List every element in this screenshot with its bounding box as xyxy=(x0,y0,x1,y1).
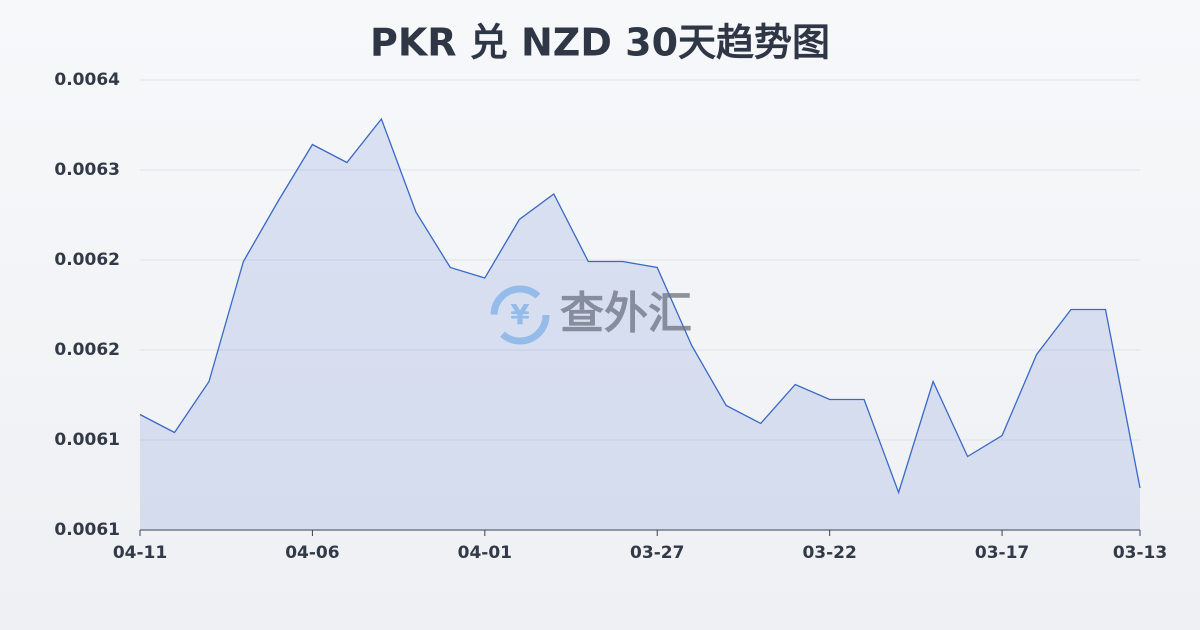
y-tick-label: 0.0062 xyxy=(54,340,120,360)
x-tick-label: 04-11 xyxy=(113,543,167,563)
x-tick-label: 03-17 xyxy=(975,543,1029,563)
y-tick-label: 0.0064 xyxy=(54,70,120,90)
y-tick-label: 0.0063 xyxy=(54,160,120,180)
chart-title: PKR 兑 NZD 30天趋势图 xyxy=(370,21,830,65)
x-tick-label: 03-27 xyxy=(630,543,684,563)
watermark-icon xyxy=(490,285,550,345)
y-tick-label: 0.0061 xyxy=(54,430,120,450)
watermark: ¥ 查外汇 xyxy=(490,285,692,345)
y-tick-label: 0.0061 xyxy=(54,520,120,540)
x-tick-label: 03-22 xyxy=(802,543,856,563)
watermark-text: 查外汇 xyxy=(560,288,692,339)
x-tick-label: 04-06 xyxy=(285,543,339,563)
y-tick-label: 0.0062 xyxy=(54,250,120,270)
area xyxy=(140,119,1140,530)
x-tick-label: 04-01 xyxy=(458,543,512,563)
x-tick-label: 03-13 xyxy=(1113,543,1167,563)
watermark-icon-symbol: ¥ xyxy=(510,298,530,331)
plot: 0.0061 0.0061 0.0062 0.0062 0.0063 0.0064 04-1… xyxy=(54,70,1167,563)
line xyxy=(139,117,1141,495)
